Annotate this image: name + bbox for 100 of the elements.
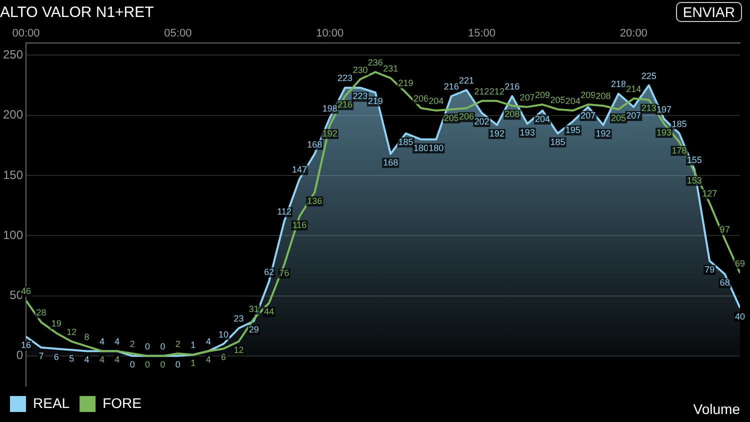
y-tick-label: 50: [10, 288, 24, 302]
data-label: 76: [279, 268, 290, 278]
data-label: 218: [610, 79, 626, 90]
y-tick-label: 0: [16, 348, 24, 362]
data-label: 4: [206, 336, 211, 347]
data-label: 0: [145, 341, 150, 352]
data-label: 221: [459, 76, 474, 86]
send-button: ENVIAR: [676, 2, 742, 22]
data-label: 23: [234, 314, 244, 324]
data-label: 204: [428, 96, 444, 106]
data-label: 208: [596, 91, 611, 102]
data-label: 46: [21, 286, 32, 296]
data-label: 207: [580, 110, 596, 120]
data-label: 116: [292, 220, 307, 230]
data-label: 209: [535, 90, 550, 100]
data-label: 136: [307, 196, 322, 206]
data-label: 12: [234, 344, 244, 355]
data-label: 1: [190, 358, 196, 368]
data-label: 205: [610, 112, 626, 123]
data-label: 223: [352, 91, 368, 102]
data-label: 185: [672, 118, 687, 129]
data-label: 8: [84, 332, 90, 342]
data-label: 5: [69, 353, 74, 364]
data-label: 12: [66, 326, 77, 337]
data-label: 219: [368, 96, 383, 106]
chart-title: ALTO VALOR N1+RET: [0, 4, 154, 22]
y-tick-label: 250: [2, 48, 24, 62]
data-label: 236: [368, 58, 383, 68]
data-label: 207: [626, 110, 642, 120]
data-label: 112: [277, 206, 292, 217]
data-label: 216: [338, 100, 353, 110]
data-label: 208: [504, 109, 520, 120]
data-label: 28: [36, 308, 46, 318]
data-label: 62: [264, 266, 274, 277]
data-label: 16: [21, 340, 32, 350]
data-label: 0: [160, 359, 166, 370]
data-label: 195: [565, 124, 580, 135]
data-label: 178: [672, 145, 687, 156]
data-label: 40: [734, 311, 746, 322]
data-label: 2: [130, 339, 135, 350]
data-label: 192: [322, 128, 338, 138]
data-label: 0: [175, 359, 180, 370]
data-label: 31: [248, 304, 259, 314]
data-label: 29: [248, 324, 259, 335]
data-label: 68: [720, 278, 730, 288]
data-label: 204: [535, 114, 550, 124]
data-label: 205: [550, 94, 566, 105]
data-label: 2: [175, 339, 180, 350]
data-label: 193: [520, 127, 535, 138]
data-label: 19: [51, 318, 62, 329]
x-tick-label: 20:00: [620, 28, 648, 40]
data-label: 0: [145, 359, 150, 370]
data-label: 147: [292, 164, 307, 175]
data-label: 7: [38, 350, 44, 361]
data-label: 205: [444, 112, 459, 123]
data-label: 212: [489, 86, 504, 96]
data-label: 0: [130, 359, 135, 370]
data-label: 198: [322, 103, 338, 114]
data-label: 185: [550, 136, 566, 147]
data-label: 127: [702, 188, 718, 199]
y-tick-label: 150: [2, 168, 24, 182]
data-label: 202: [474, 116, 490, 126]
data-label: 192: [596, 128, 611, 138]
data-label: 185: [398, 136, 414, 147]
x-tick-label: 15:00: [468, 28, 496, 40]
data-label: 6: [54, 352, 59, 362]
data-label: 207: [520, 92, 535, 102]
data-label: 44: [264, 306, 274, 316]
data-label: 4: [99, 354, 104, 365]
data-label: 155: [686, 154, 702, 165]
data-label: 192: [489, 128, 504, 138]
data-label: 4: [206, 354, 211, 365]
data-label: 6: [220, 352, 226, 362]
data-label: 197: [656, 104, 672, 114]
data-label: 1: [190, 340, 196, 350]
data-label: 97: [720, 224, 730, 235]
data-label: 0: [160, 341, 166, 352]
data-label: 180: [428, 142, 444, 153]
data-label: 230: [352, 64, 368, 75]
data-label: 219: [398, 78, 414, 88]
y-tick-label: 100: [2, 228, 24, 242]
legend-label: REAL: [33, 394, 70, 411]
data-label: 4: [84, 354, 90, 365]
data-label: 204: [565, 96, 580, 106]
data-label: 168: [307, 139, 322, 150]
data-label: 69: [734, 258, 746, 268]
data-label: 213: [641, 103, 656, 114]
data-label: 168: [383, 157, 398, 168]
data-label: 153: [686, 175, 702, 186]
x-tick-label: 05:00: [164, 28, 192, 40]
data-label: 209: [580, 90, 596, 100]
x-tick-label: 10:00: [316, 28, 344, 40]
data-label: 193: [656, 127, 672, 138]
text: Volume: [693, 401, 740, 417]
x-tick-label: 00:00: [12, 28, 40, 40]
data-label: 4: [114, 354, 120, 365]
data-label: 223: [338, 73, 353, 84]
data-label: 212: [474, 86, 490, 96]
data-label: 10: [218, 329, 229, 340]
data-label: 206: [459, 112, 474, 122]
